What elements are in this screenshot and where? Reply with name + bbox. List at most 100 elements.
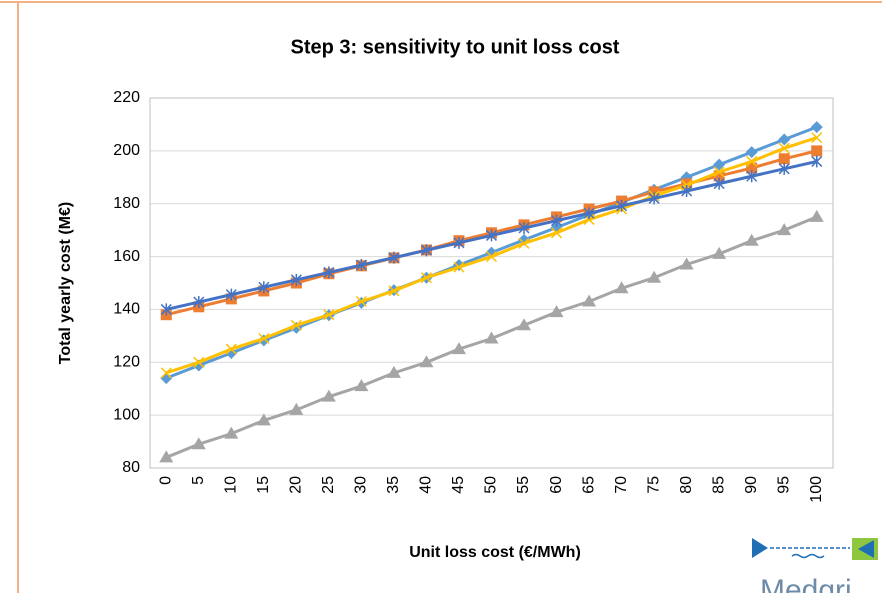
marker — [388, 251, 400, 264]
x-tick-label: 20 — [288, 476, 305, 494]
marker — [648, 186, 660, 198]
marker — [160, 372, 173, 385]
y-tick-label: 220 — [113, 89, 140, 106]
marker — [518, 222, 530, 235]
marker — [648, 192, 660, 205]
chart-title: Step 3: sensitivity to unit loss cost — [291, 36, 620, 58]
marker — [160, 367, 172, 379]
x-tick-label: 75 — [645, 476, 662, 494]
plot-border — [149, 97, 834, 469]
marker — [323, 266, 335, 279]
marker — [583, 207, 595, 220]
x-tick-label: 55 — [515, 476, 532, 494]
marker — [811, 132, 823, 144]
marker — [614, 281, 629, 294]
marker — [451, 342, 466, 355]
marker — [517, 318, 532, 331]
x-tick-label: 90 — [743, 476, 760, 494]
marker — [354, 379, 369, 392]
marker — [386, 365, 401, 378]
marker — [289, 402, 304, 415]
x-tick-label: 65 — [580, 476, 597, 494]
marker — [191, 437, 206, 450]
marker — [323, 309, 335, 321]
x-tick-label: 60 — [548, 476, 565, 494]
marker — [777, 223, 792, 236]
series — [160, 132, 823, 379]
marker — [453, 261, 465, 273]
marker — [256, 413, 271, 426]
x-tick-label: 30 — [353, 476, 370, 494]
marker — [549, 305, 564, 318]
x-tick-label: 25 — [320, 476, 337, 494]
marker — [810, 121, 823, 134]
x-tick-label: 0 — [157, 476, 174, 485]
marker — [290, 319, 302, 331]
marker — [420, 244, 432, 257]
y-tick-label: 200 — [113, 142, 140, 159]
x-tick-label: 5 — [190, 476, 207, 485]
marker — [224, 426, 239, 439]
marker — [290, 273, 302, 286]
x-tick-label: 45 — [450, 476, 467, 494]
marker — [811, 155, 823, 168]
marker — [518, 237, 530, 249]
logo-text: Medgri — [760, 574, 852, 593]
series — [160, 155, 823, 316]
x-tick-label: 15 — [255, 476, 272, 494]
marker — [225, 343, 237, 355]
marker — [778, 162, 790, 175]
y-tick-label: 140 — [113, 301, 140, 318]
marker — [485, 229, 498, 242]
x-axis-label: Unit loss cost (€/MWh) — [409, 544, 581, 561]
marker — [355, 259, 367, 272]
logo-wave — [791, 553, 825, 559]
marker — [746, 170, 758, 183]
marker — [484, 331, 499, 344]
logo-arrow-left — [752, 538, 768, 558]
marker — [809, 209, 824, 222]
marker — [420, 272, 432, 284]
marker — [321, 389, 336, 402]
marker — [485, 251, 498, 263]
logo-arrow-right — [858, 540, 874, 558]
marker — [193, 356, 205, 368]
marker — [258, 332, 270, 345]
marker — [388, 285, 400, 297]
marker — [744, 233, 759, 246]
x-tick-label: 40 — [418, 476, 435, 494]
marker — [419, 355, 434, 368]
x-tick-label: 95 — [775, 476, 792, 494]
logo — [752, 538, 878, 560]
marker — [647, 270, 662, 283]
marker — [811, 145, 823, 157]
marker — [713, 170, 725, 182]
y-tick-label: 100 — [113, 406, 140, 423]
marker — [225, 288, 237, 301]
y-tick-label: 160 — [113, 248, 140, 265]
marker — [681, 185, 693, 198]
marker — [778, 133, 791, 146]
marker — [713, 158, 726, 171]
marker — [679, 257, 694, 270]
marker — [616, 199, 628, 212]
x-tick-label: 50 — [483, 476, 500, 494]
marker — [160, 303, 172, 316]
marker — [551, 227, 563, 239]
series — [159, 209, 824, 463]
marker — [355, 295, 367, 308]
marker — [193, 296, 205, 309]
marker — [713, 177, 725, 190]
marker — [453, 236, 465, 249]
marker — [746, 155, 758, 167]
y-tick-label: 180 — [113, 195, 140, 212]
marker — [258, 281, 270, 294]
x-tick-label: 100 — [808, 476, 825, 503]
marker — [159, 450, 174, 463]
marker — [745, 146, 758, 159]
x-tick-label: 10 — [223, 476, 240, 494]
x-tick-label: 35 — [385, 476, 402, 494]
marker — [582, 294, 597, 307]
marker — [778, 153, 790, 165]
